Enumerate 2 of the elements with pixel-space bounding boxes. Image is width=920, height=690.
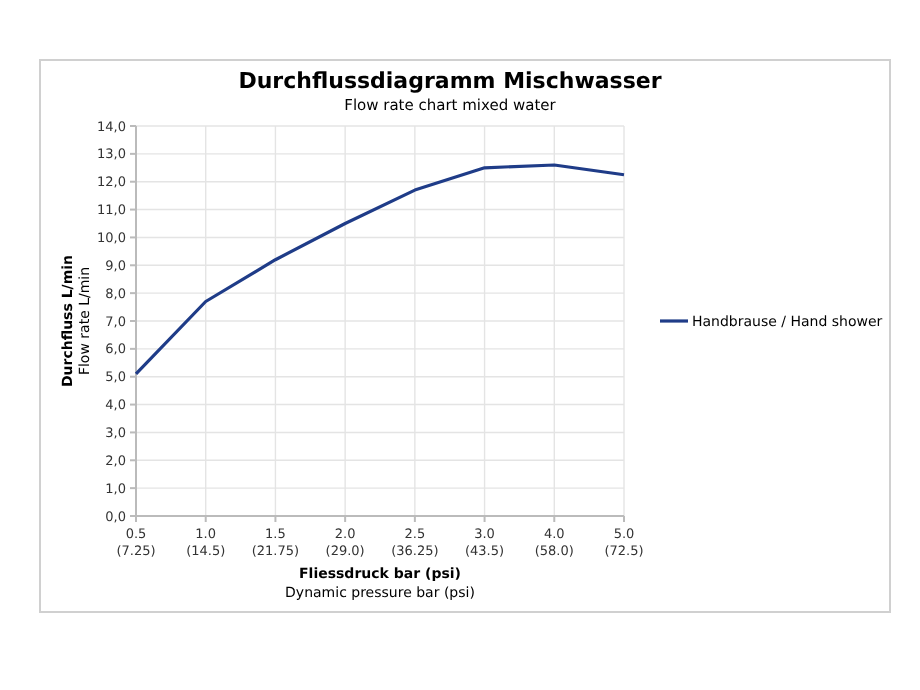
chart-title: Durchflussdiagramm Mischwasser [238,68,663,94]
line-series [134,163,626,376]
